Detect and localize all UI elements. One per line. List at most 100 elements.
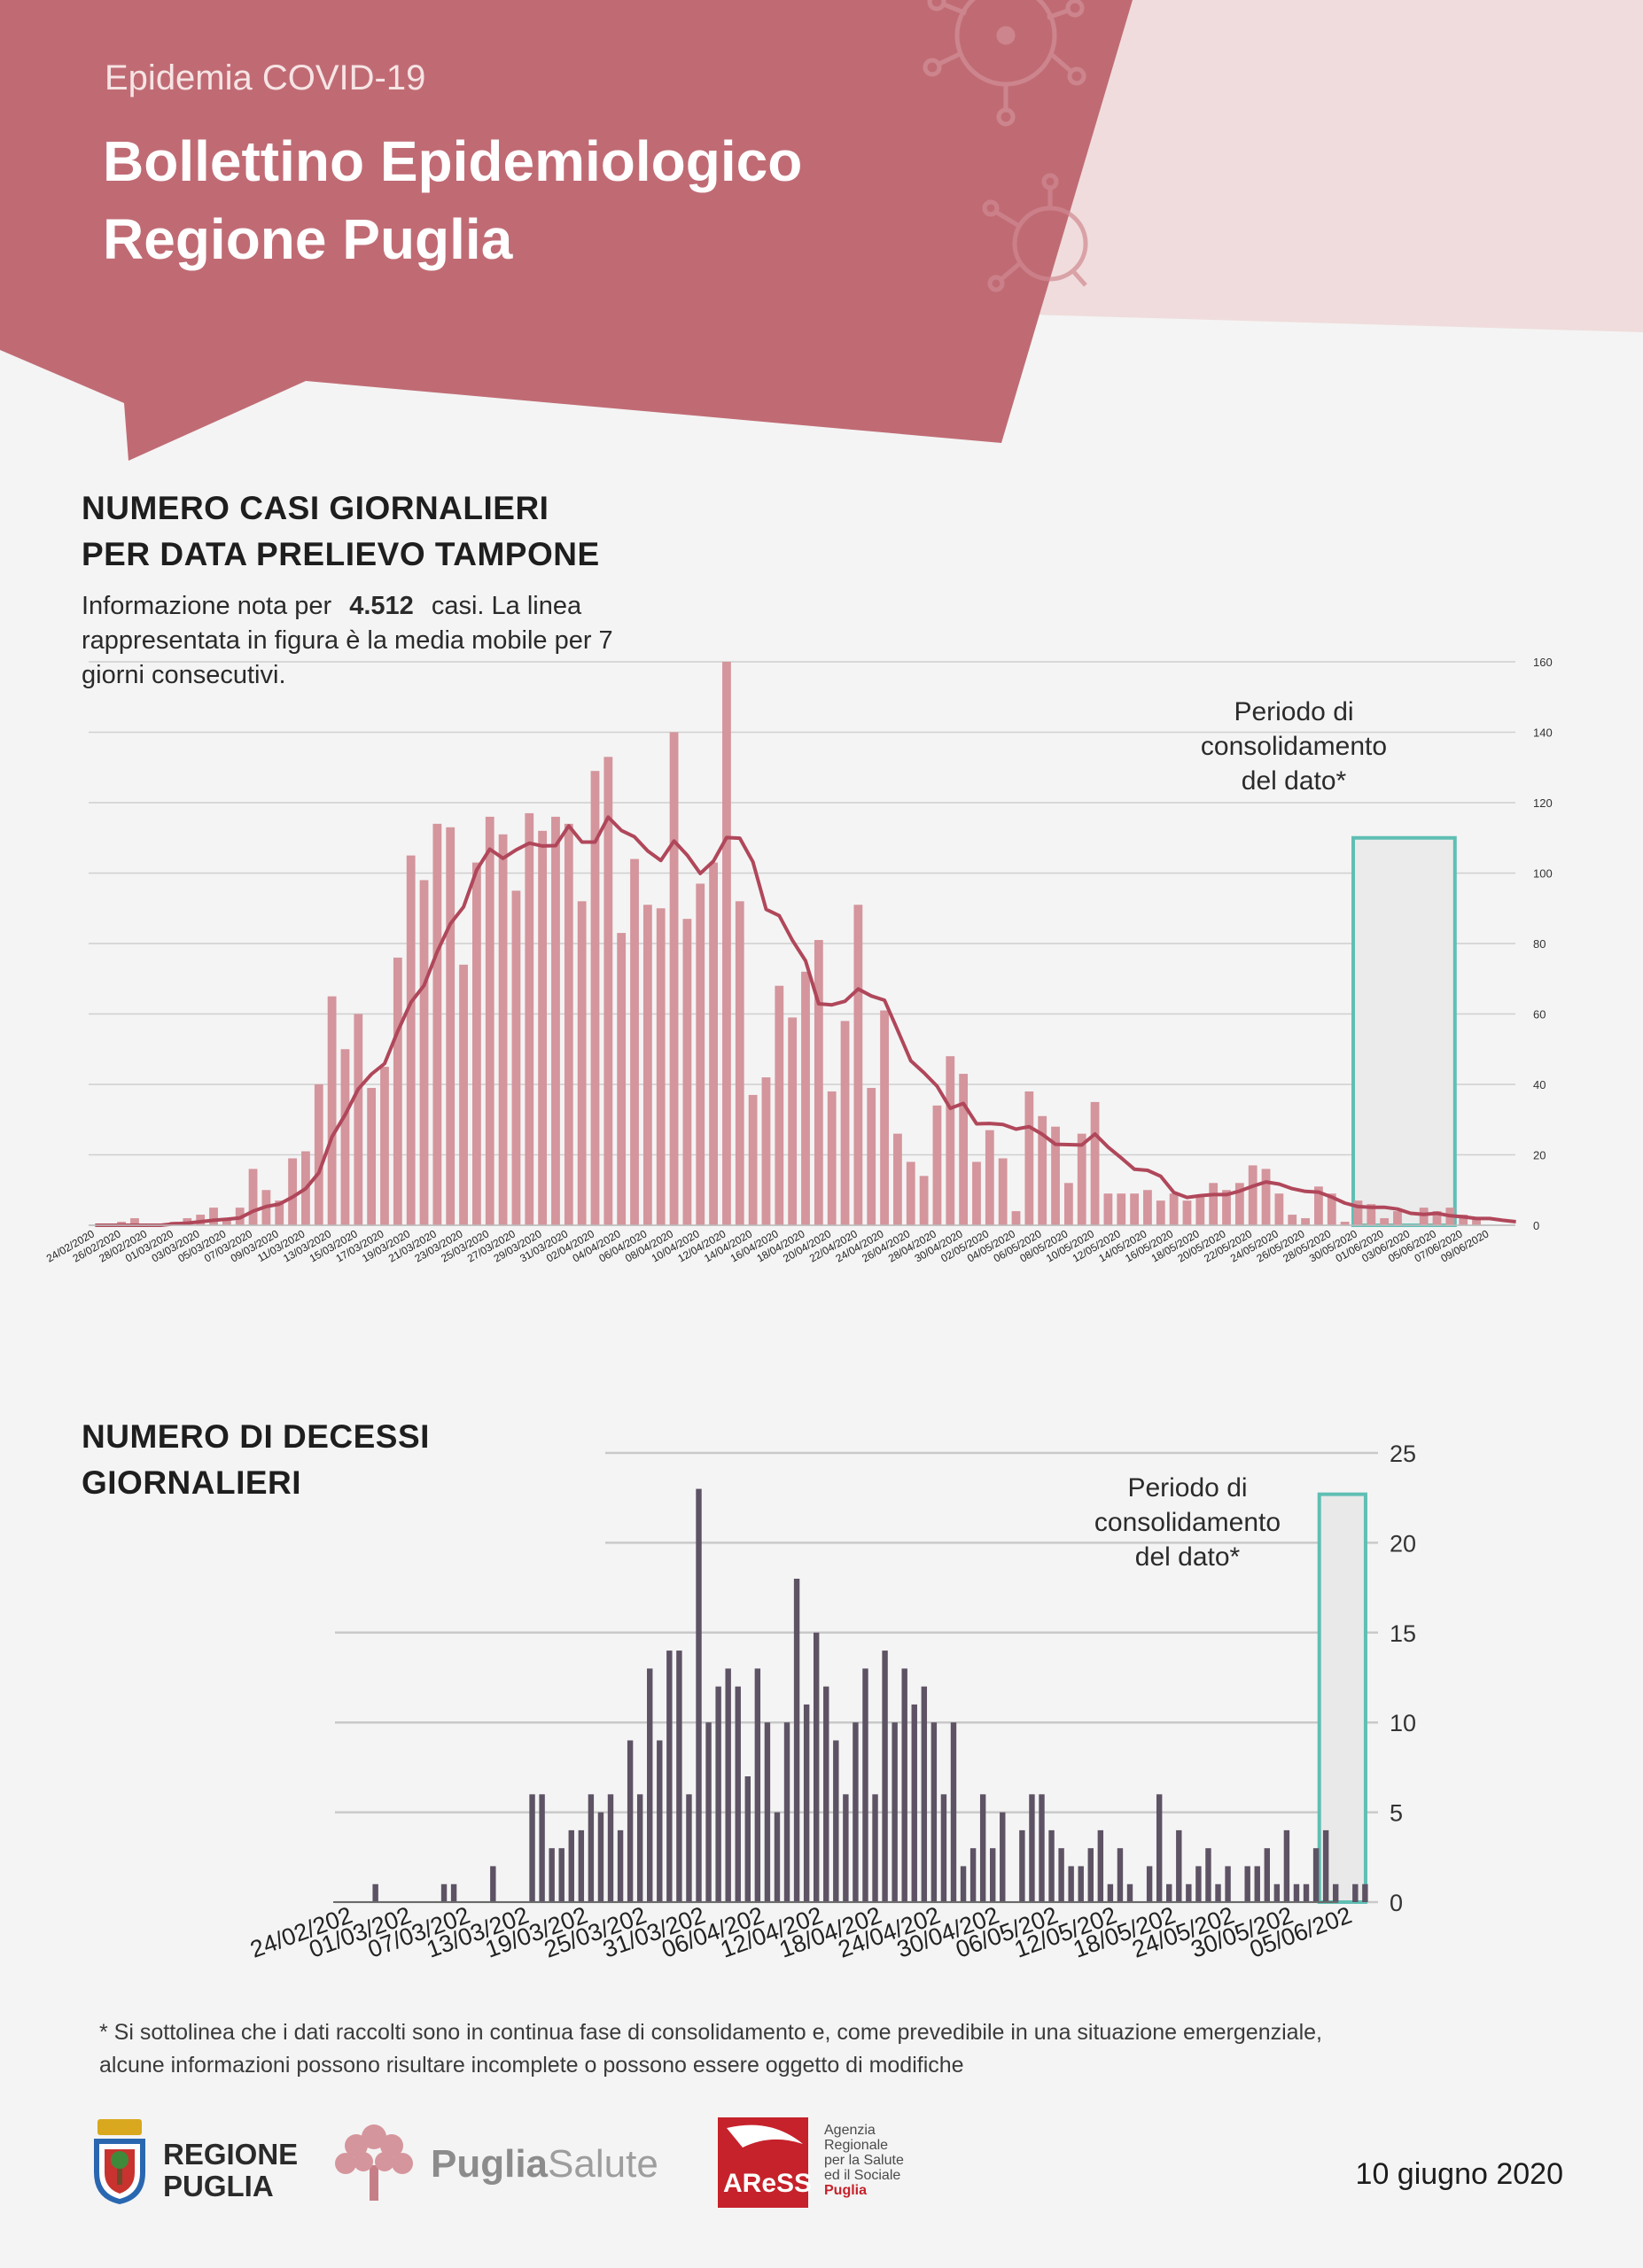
cases-consolidation-annotation: Periodo di consolidamento del dato* (1143, 695, 1444, 798)
deaths-bar (725, 1668, 731, 1902)
deaths-bar (813, 1632, 820, 1902)
deaths-bar (490, 1866, 496, 1902)
cases-bar (1011, 1211, 1021, 1225)
deaths-bar (833, 1740, 839, 1902)
cases-bar (617, 933, 627, 1225)
cases-bar (590, 771, 600, 1225)
deaths-bar (657, 1740, 663, 1902)
deaths-bar (1186, 1884, 1192, 1902)
footnote: * Si sottolinea che i dati raccolti sono… (99, 2016, 1322, 2082)
deaths-bar (754, 1668, 761, 1902)
deaths-bar (549, 1848, 555, 1902)
deaths-consolidation-annotation: Periodo di consolidamento del dato* (1037, 1471, 1338, 1574)
deaths-bar (735, 1686, 741, 1902)
annotation-line3: del dato* (1134, 1542, 1241, 1572)
bulletin-date: 10 giugno 2020 (1355, 2157, 1563, 2191)
y-tick-label: 10 (1390, 1710, 1416, 1736)
deaths-bar (1264, 1848, 1271, 1902)
cases-desc-line1: Informazione nota per 4.512 casi. La lin… (82, 589, 702, 624)
y-tick-label: 120 (1533, 796, 1553, 810)
cases-bar (406, 855, 416, 1225)
deaths-bar (1107, 1884, 1114, 1902)
cases-bar (577, 901, 587, 1225)
y-tick-label: 40 (1533, 1078, 1546, 1091)
deaths-bar (969, 1848, 977, 1902)
cases-bar (959, 1074, 969, 1225)
deaths-bar (921, 1686, 928, 1902)
cases-bar (761, 1077, 771, 1225)
deaths-bar (450, 1884, 457, 1902)
deaths-bar (1117, 1848, 1124, 1902)
deaths-bar (979, 1794, 986, 1902)
deaths-bar (1078, 1866, 1084, 1902)
cases-bar (972, 1161, 981, 1225)
regione-line2: PUGLIA (163, 2170, 274, 2202)
cases-title-line1: NUMERO CASI GIORNALIERI (82, 490, 549, 526)
cases-bar (1130, 1193, 1139, 1225)
cases-bar (380, 1067, 389, 1225)
header-background (0, 0, 1643, 461)
deaths-bar (558, 1848, 565, 1902)
virus-icon (923, 0, 1086, 127)
moving-average-line (95, 815, 1516, 1227)
desc-after: casi. La linea (431, 592, 582, 620)
deaths-bar (1097, 1829, 1104, 1902)
deaths-bar (1058, 1848, 1064, 1902)
cases-bar (538, 830, 548, 1225)
deaths-bar (774, 1812, 781, 1902)
cases-bar (985, 1130, 994, 1225)
cases-bar (814, 940, 823, 1225)
cases-desc-line2: rappresentata in figura è la media mobil… (82, 626, 613, 655)
deaths-bar (1312, 1848, 1320, 1902)
cases-bar (472, 862, 481, 1225)
cases-bar (1380, 1218, 1390, 1225)
deaths-bar (1225, 1866, 1231, 1902)
cases-bar (1169, 1193, 1179, 1225)
cases-bar (642, 905, 652, 1225)
cases-bar (1367, 1204, 1376, 1225)
salute-word: Salute (548, 2142, 658, 2186)
cases-bar (1103, 1193, 1113, 1225)
cases-title-line2: PER DATA PRELIEVO TAMPONE (82, 536, 600, 572)
y-tick-label: 20 (1390, 1530, 1416, 1557)
header-light-panel (1028, 0, 1643, 332)
deaths-bar (1126, 1884, 1133, 1902)
cases-bar (998, 1158, 1008, 1225)
cases-bar (1340, 1222, 1350, 1225)
deaths-bar (1352, 1884, 1359, 1902)
deaths-bar (588, 1794, 595, 1902)
y-tick-label: 60 (1533, 1008, 1546, 1021)
puglia-salute-logo-text: PugliaSalute (431, 2142, 658, 2186)
deaths-bar (715, 1686, 721, 1902)
deaths-bar (1087, 1848, 1094, 1902)
cases-bar (1327, 1193, 1336, 1225)
y-tick-label: 15 (1390, 1620, 1416, 1647)
aress-word: AReSS (723, 2169, 813, 2198)
deaths-bar (617, 1829, 624, 1902)
deaths-bar (1146, 1866, 1153, 1902)
deaths-bar (853, 1722, 859, 1902)
deaths-bar (1019, 1829, 1025, 1902)
deaths-bar (783, 1722, 790, 1902)
y-tick-label: 100 (1533, 867, 1553, 881)
deaths-bar (372, 1884, 378, 1902)
deaths-bar (597, 1812, 604, 1902)
deaths-bar (607, 1794, 614, 1902)
cases-bar (656, 908, 666, 1225)
cases-bar (1393, 1211, 1402, 1225)
cases-bar (1234, 1183, 1244, 1225)
cases-bar (722, 662, 731, 1225)
deaths-bar (892, 1722, 898, 1902)
deaths-bar (539, 1794, 545, 1902)
y-tick-label: 0 (1533, 1219, 1539, 1232)
deaths-bar (1039, 1794, 1045, 1902)
cases-bar (393, 957, 402, 1225)
cases-bar (1419, 1208, 1429, 1225)
y-tick-label: 160 (1533, 656, 1553, 669)
cases-bar (775, 985, 784, 1225)
y-tick-label: 5 (1390, 1800, 1403, 1827)
known-cases-count: 4.512 (349, 592, 414, 620)
virus-icon (982, 173, 1088, 292)
cases-bar (906, 1161, 915, 1225)
cases-chart: 02040608010012014016024/02/202026/02/202… (44, 656, 1553, 1265)
